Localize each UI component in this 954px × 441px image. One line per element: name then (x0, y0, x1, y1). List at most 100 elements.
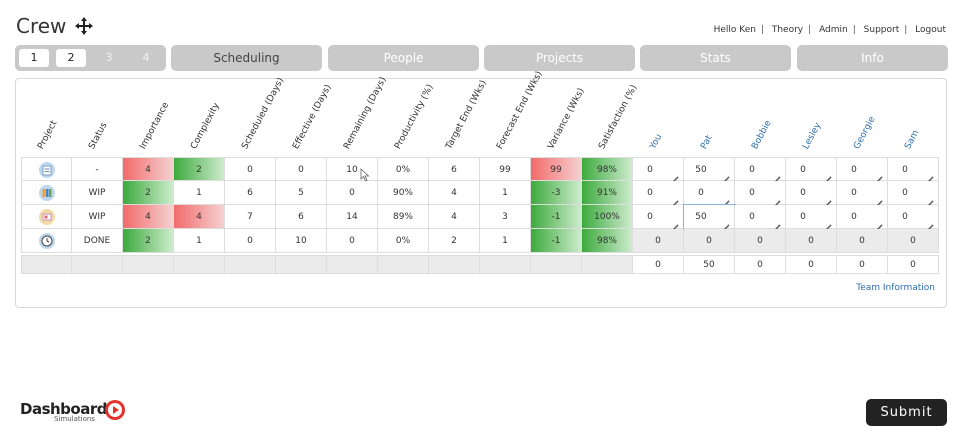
allocation-input-lesley[interactable]: 0 (786, 157, 837, 182)
pencil-icon[interactable] (723, 193, 731, 206)
project-icon-cell[interactable] (21, 205, 72, 229)
user-links: Hello Ken | Theory | Admin | Support | Logou… (713, 25, 946, 35)
cell-complexity: 1 (174, 229, 225, 253)
allocation-input-pat[interactable]: 0 (684, 181, 735, 206)
pencil-icon[interactable] (825, 169, 833, 182)
pencil-icon[interactable] (672, 217, 680, 230)
pencil-icon[interactable] (723, 169, 731, 182)
allocation-value: 0 (749, 188, 755, 198)
allocation-input-lesley[interactable]: 0 (786, 181, 837, 206)
cell-status: WIP (72, 205, 123, 229)
round-2-button[interactable]: 2 (56, 49, 86, 67)
cell-importance: 4 (123, 157, 174, 181)
totals-blank-cell (225, 255, 276, 274)
logout-link[interactable]: Logout (915, 25, 946, 35)
cell-target: 6 (429, 157, 480, 181)
pencil-icon[interactable] (876, 193, 884, 206)
allocation-cell-locked: 0 (786, 229, 837, 253)
allocation-input-bobbie[interactable]: 0 (735, 181, 786, 206)
cell-target: 4 (429, 205, 480, 229)
pencil-icon[interactable] (723, 217, 731, 230)
allocation-input-sam[interactable]: 0 (888, 157, 939, 182)
cell-scheduled: 7 (225, 205, 276, 229)
pencil-icon[interactable] (927, 193, 935, 206)
allocation-input-lesley[interactable]: 0 (786, 205, 837, 230)
cell-forecast: 3 (480, 205, 531, 229)
cell-productivity: 89% (378, 205, 429, 229)
allocation-value: 0 (800, 188, 806, 198)
round-1-button[interactable]: 1 (19, 49, 49, 67)
tab-projects[interactable]: Projects (484, 45, 635, 71)
tab-people[interactable]: People (328, 45, 479, 71)
allocation-value: 0 (800, 165, 806, 175)
pencil-icon[interactable] (927, 169, 935, 182)
allocation-value: 0 (851, 188, 857, 198)
tab-scheduling[interactable]: Scheduling (171, 45, 322, 71)
cell-forecast: 1 (480, 229, 531, 253)
pencil-icon[interactable] (774, 193, 782, 206)
project-icon-cell[interactable] (21, 157, 72, 181)
team-information-link[interactable]: Team Information (856, 283, 935, 293)
allocation-input-you[interactable]: 0 (633, 205, 684, 230)
cell-complexity: 4 (174, 205, 225, 229)
allocation-input-bobbie[interactable]: 0 (735, 205, 786, 230)
submit-button[interactable]: Submit (866, 399, 947, 426)
tab-stats[interactable]: Stats (640, 45, 791, 71)
pencil-icon[interactable] (927, 217, 935, 230)
allocation-value: 50 (695, 212, 707, 222)
doc-icon (39, 162, 55, 178)
theory-link[interactable]: Theory (771, 25, 804, 35)
round-4-button[interactable]: 4 (142, 51, 150, 64)
pencil-icon[interactable] (672, 169, 680, 182)
pencil-icon[interactable] (876, 217, 884, 230)
allocation-input-georgie[interactable]: 0 (837, 157, 888, 182)
allocation-input-you[interactable]: 0 (633, 157, 684, 182)
pencil-icon[interactable] (774, 217, 782, 230)
cell-importance: 2 (123, 229, 174, 253)
pencil-icon[interactable] (825, 193, 833, 206)
pencil-icon[interactable] (825, 217, 833, 230)
allocation-input-pat[interactable]: 50 (684, 157, 735, 182)
allocation-value: 0 (647, 188, 653, 198)
project-icon-cell[interactable] (21, 229, 72, 253)
tab-info[interactable]: Info (797, 45, 948, 71)
allocation-value: 0 (749, 165, 755, 175)
allocation-cell-locked: 0 (888, 229, 939, 253)
allocation-value: 0 (851, 165, 857, 175)
allocation-input-pat[interactable]: 50 (683, 204, 736, 230)
allocation-input-georgie[interactable]: 0 (837, 181, 888, 206)
allocation-input-georgie[interactable]: 0 (837, 205, 888, 230)
totals-blank-cell (21, 255, 72, 274)
books-icon (39, 185, 55, 201)
allocation-input-bobbie[interactable]: 0 (735, 157, 786, 182)
allocation-input-you[interactable]: 0 (633, 181, 684, 206)
greeting: Hello Ken (713, 25, 756, 35)
cell-effective: 0 (276, 157, 327, 181)
move-icon[interactable] (74, 16, 94, 36)
cell-effective: 5 (276, 181, 327, 205)
allocation-cell-locked: 0 (735, 229, 786, 253)
cell-variance: 99 (531, 157, 582, 181)
round-3-button[interactable]: 3 (105, 51, 113, 64)
allocation-input-sam[interactable]: 0 (888, 181, 939, 206)
cards-icon (39, 209, 55, 225)
admin-link[interactable]: Admin (819, 25, 848, 35)
logo-sub: Simulations (54, 415, 95, 423)
allocation-cell-locked: 0 (684, 229, 735, 253)
app-title: Crew (16, 14, 67, 38)
pencil-icon[interactable] (876, 169, 884, 182)
cell-remaining: 0 (327, 229, 378, 253)
pencil-icon[interactable] (672, 193, 680, 206)
allocation-input-sam[interactable]: 0 (888, 205, 939, 230)
support-link[interactable]: Support (863, 25, 900, 35)
project-icon-cell[interactable] (21, 181, 72, 205)
cell-scheduled: 0 (225, 157, 276, 181)
allocation-value: 0 (851, 212, 857, 222)
totals-blank-cell (429, 255, 480, 274)
allocation-cell-locked: 0 (837, 229, 888, 253)
mouse-cursor-icon (360, 168, 370, 182)
cell-satisfaction: 91% (582, 181, 633, 205)
cell-remaining: 10 (327, 157, 378, 181)
pencil-icon[interactable] (774, 169, 782, 182)
totals-blank-cell (480, 255, 531, 274)
